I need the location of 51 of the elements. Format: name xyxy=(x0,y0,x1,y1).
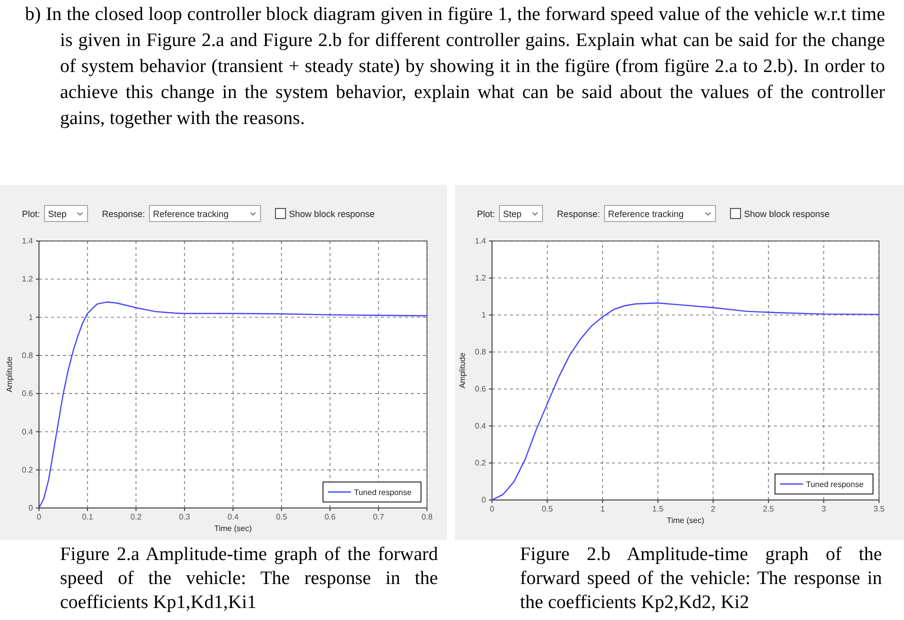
x-tick-label: 0.6 xyxy=(324,512,336,522)
y-tick-label: 0.4 xyxy=(22,427,34,436)
response-dropdown: Reference tracking xyxy=(604,205,716,222)
x-tick-label: 3 xyxy=(821,504,826,514)
y-tick-label: 1.2 xyxy=(22,274,34,284)
x-tick-label: 3.5 xyxy=(873,504,886,514)
y-tick-label: 0.4 xyxy=(474,422,487,431)
y-tick-label: 1 xyxy=(482,310,487,320)
x-tick-label: 0.5 xyxy=(276,512,288,522)
y-tick-label: 1 xyxy=(28,312,34,322)
x-axis-title: Time (sec) xyxy=(666,516,705,525)
text: Show block response xyxy=(744,208,830,218)
y-tick-label: 0.2 xyxy=(474,458,487,468)
y-axis-title: Amplitude xyxy=(5,356,14,392)
y-tick-label: 0.2 xyxy=(22,465,34,474)
text: Response: xyxy=(102,208,146,218)
y-axis-title: Amplitude xyxy=(458,352,467,388)
y-tick-label: 1.2 xyxy=(474,274,487,283)
caption: Figure 2.b Amplitude-time graph of the forward speed of the vehicle: The response in the coefficients Kp2,Kd2, Ki2 xyxy=(520,543,882,615)
x-tick-label: 1 xyxy=(600,504,606,514)
x-tick-label: 0 xyxy=(490,504,495,514)
y-tick-label: 0.8 xyxy=(474,348,487,357)
x-tick-label: 0.8 xyxy=(421,512,434,522)
x-tick-label: 0 xyxy=(36,512,42,522)
y-tick-label: 1.4 xyxy=(474,236,487,246)
y-tick-label: 0 xyxy=(482,496,487,505)
x-tick-label: 2.5 xyxy=(762,504,775,514)
x-tick-label: 0.3 xyxy=(178,512,191,522)
chart-title: b) In the closed loop controller block diagram given in figüre 1, the forward speed value of the vehicle w.r.t time is given in Figure 2.a and Figure 2.b for different controller gains. Explain what can be said for the change of system behavior (transient + steady state) by showing it in the figüre (from figüre 2.a to 2.b). In order to achieve this change in the system behavior, explain what can be said about the values of the controller gains, together with the reasons. xyxy=(25,3,885,131)
x-tick-label: 0.4 xyxy=(227,512,240,522)
x-tick-label: 0.7 xyxy=(372,512,385,522)
text: Response: xyxy=(557,208,600,218)
x-tick-label: 0.1 xyxy=(82,512,94,522)
x-axis-title: Time (sec) xyxy=(214,524,252,533)
y-tick-label: 0.8 xyxy=(22,350,34,360)
response-dropdown: Reference tracking xyxy=(149,205,262,222)
plot-dropdown: Step xyxy=(44,205,88,222)
y-tick-label: 1.4 xyxy=(22,236,34,246)
y-tick-label: 0.6 xyxy=(22,389,34,398)
plot-dropdown: Step xyxy=(499,205,544,222)
legend-label: Tuned response xyxy=(806,480,864,489)
y-tick-label: 0.6 xyxy=(474,384,487,394)
text: Plot: xyxy=(477,208,496,218)
x-tick-label: 0.2 xyxy=(130,512,142,522)
caption: Figure 2.a Amplitude-time graph of the forward speed of the vehicle: The response in the coefficients Kp1,Kd1,Ki1 xyxy=(60,543,438,615)
x-tick-label: 2 xyxy=(710,504,716,514)
text: Plot: xyxy=(22,208,40,218)
x-tick-label: 1.5 xyxy=(652,504,664,514)
legend-label: Tuned response xyxy=(354,488,412,497)
x-tick-label: 0.5 xyxy=(542,504,554,514)
text: Show block response xyxy=(289,208,375,218)
